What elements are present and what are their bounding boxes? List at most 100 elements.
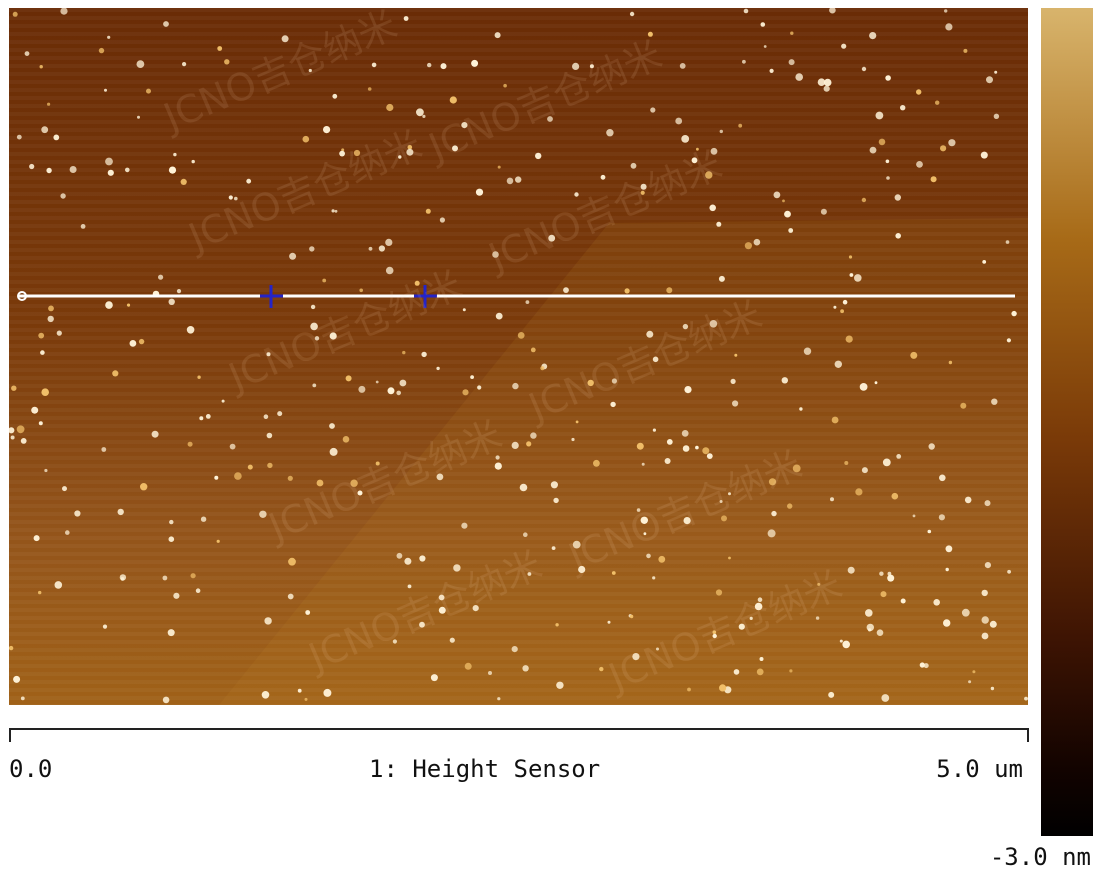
particle [191,573,196,578]
particle [745,242,752,249]
particle [259,511,266,518]
particle [512,442,519,449]
particle [1006,240,1010,244]
particle [182,62,186,66]
particle [578,566,585,573]
particle [928,530,932,534]
particle [547,116,553,122]
particle [206,414,211,419]
particle [332,209,335,212]
particle [495,32,501,38]
particle [427,63,431,67]
particle [310,323,318,331]
particle [471,60,478,67]
particle [222,400,225,403]
particle [981,152,988,159]
particle [9,646,13,650]
particle [398,155,401,158]
scan-lines [9,8,1028,705]
particle [876,112,884,120]
particle [744,9,749,14]
particle [103,625,107,629]
particle [197,376,200,379]
particle [29,164,34,169]
particle [173,153,176,156]
particle [441,63,447,69]
particle [716,589,722,595]
particle [426,209,431,214]
particle [840,309,844,313]
particle [70,166,77,173]
particle [646,554,651,559]
particle [854,274,862,282]
particle [990,621,997,628]
height-colorbar [1041,8,1093,836]
particle [277,411,282,416]
particle [376,462,380,466]
particle [982,590,988,596]
particle [675,118,682,125]
particle [817,583,820,586]
particle [343,436,350,443]
particle [39,421,43,425]
particle [684,517,691,524]
particle [163,697,170,704]
particle [419,622,425,628]
particle [742,60,746,64]
particle [901,599,906,604]
particle [152,431,159,438]
particle [769,478,776,485]
particle [217,540,220,543]
afm-height-image[interactable] [9,8,1028,705]
particle [289,253,296,260]
particle [612,378,617,383]
particle [707,453,713,459]
particle [895,233,901,239]
particle [1007,338,1011,342]
particle [192,160,195,163]
particle [13,676,20,683]
particle [1007,570,1011,574]
particle [453,564,460,571]
particle [945,23,952,30]
particle [982,260,986,264]
particle [81,224,86,229]
particle [731,379,736,384]
particle [948,139,955,146]
particle [824,86,830,92]
particle [849,255,852,258]
particle [985,562,991,568]
particle [234,197,238,201]
particle [329,423,335,429]
particle [571,438,574,441]
particle [217,46,222,51]
particle [163,21,169,27]
particle [196,588,201,593]
particle [298,689,302,693]
particle [288,594,294,600]
particle [860,383,868,391]
particle [665,458,671,464]
particle [892,493,899,500]
particle [572,63,579,70]
particle [771,511,776,516]
channel-label: 1: Height Sensor [369,757,600,781]
particle [667,439,673,445]
particle [230,444,236,450]
particle [929,443,935,449]
particle [982,616,989,623]
particle [910,352,917,359]
particle [535,153,541,159]
particle [523,532,528,537]
particle [687,688,691,692]
particle [738,124,742,128]
particle [946,545,953,552]
particle [125,168,130,173]
particle [574,192,578,196]
particle [612,571,616,575]
particle [140,483,147,490]
particle [982,633,989,640]
particle [309,69,312,72]
particle [450,638,455,643]
particle [972,670,975,673]
